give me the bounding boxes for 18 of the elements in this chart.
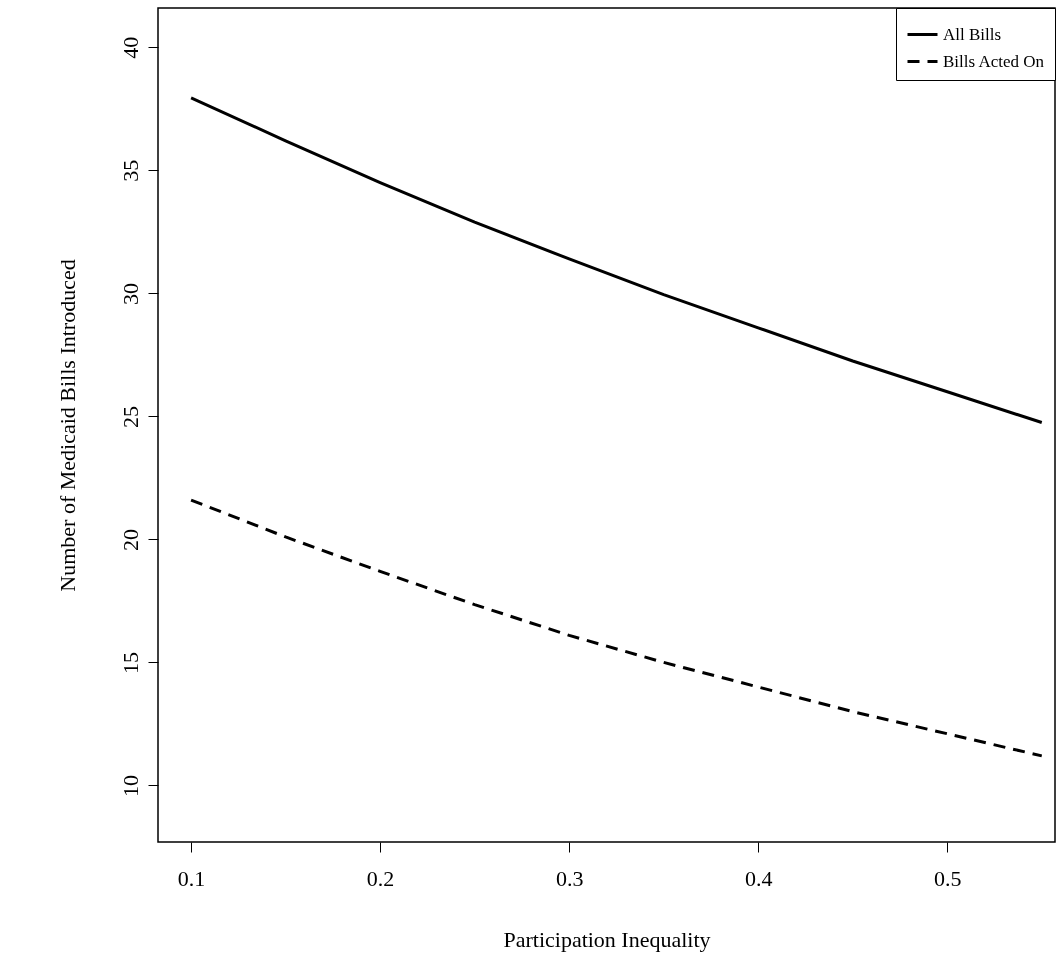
legend-label: All Bills: [943, 24, 1002, 44]
line-series: [189, 498, 1044, 758]
y-tick-label: 10: [117, 774, 143, 797]
x-tick-label: 0.2: [366, 865, 395, 891]
y-tick-label: 15: [117, 651, 143, 674]
x-axis-title: Participation Inequality: [503, 926, 711, 952]
x-tick-label: 0.4: [744, 865, 773, 891]
y-tick-label: 40: [117, 36, 143, 59]
y-tick-label: 25: [117, 405, 143, 428]
y-tick-label: 35: [117, 159, 143, 182]
y-axis-title: Number of Medicaid Bills Introduced: [54, 259, 80, 592]
y-tick-label: 30: [117, 282, 143, 305]
legend-label: Bills Acted On: [943, 51, 1045, 71]
y-tick-label: 20: [117, 528, 143, 551]
x-tick-label: 0.1: [177, 865, 206, 891]
x-tick-label: 0.5: [934, 865, 962, 891]
line-series: [189, 96, 1044, 425]
x-tick-label: 0.3: [555, 865, 584, 891]
